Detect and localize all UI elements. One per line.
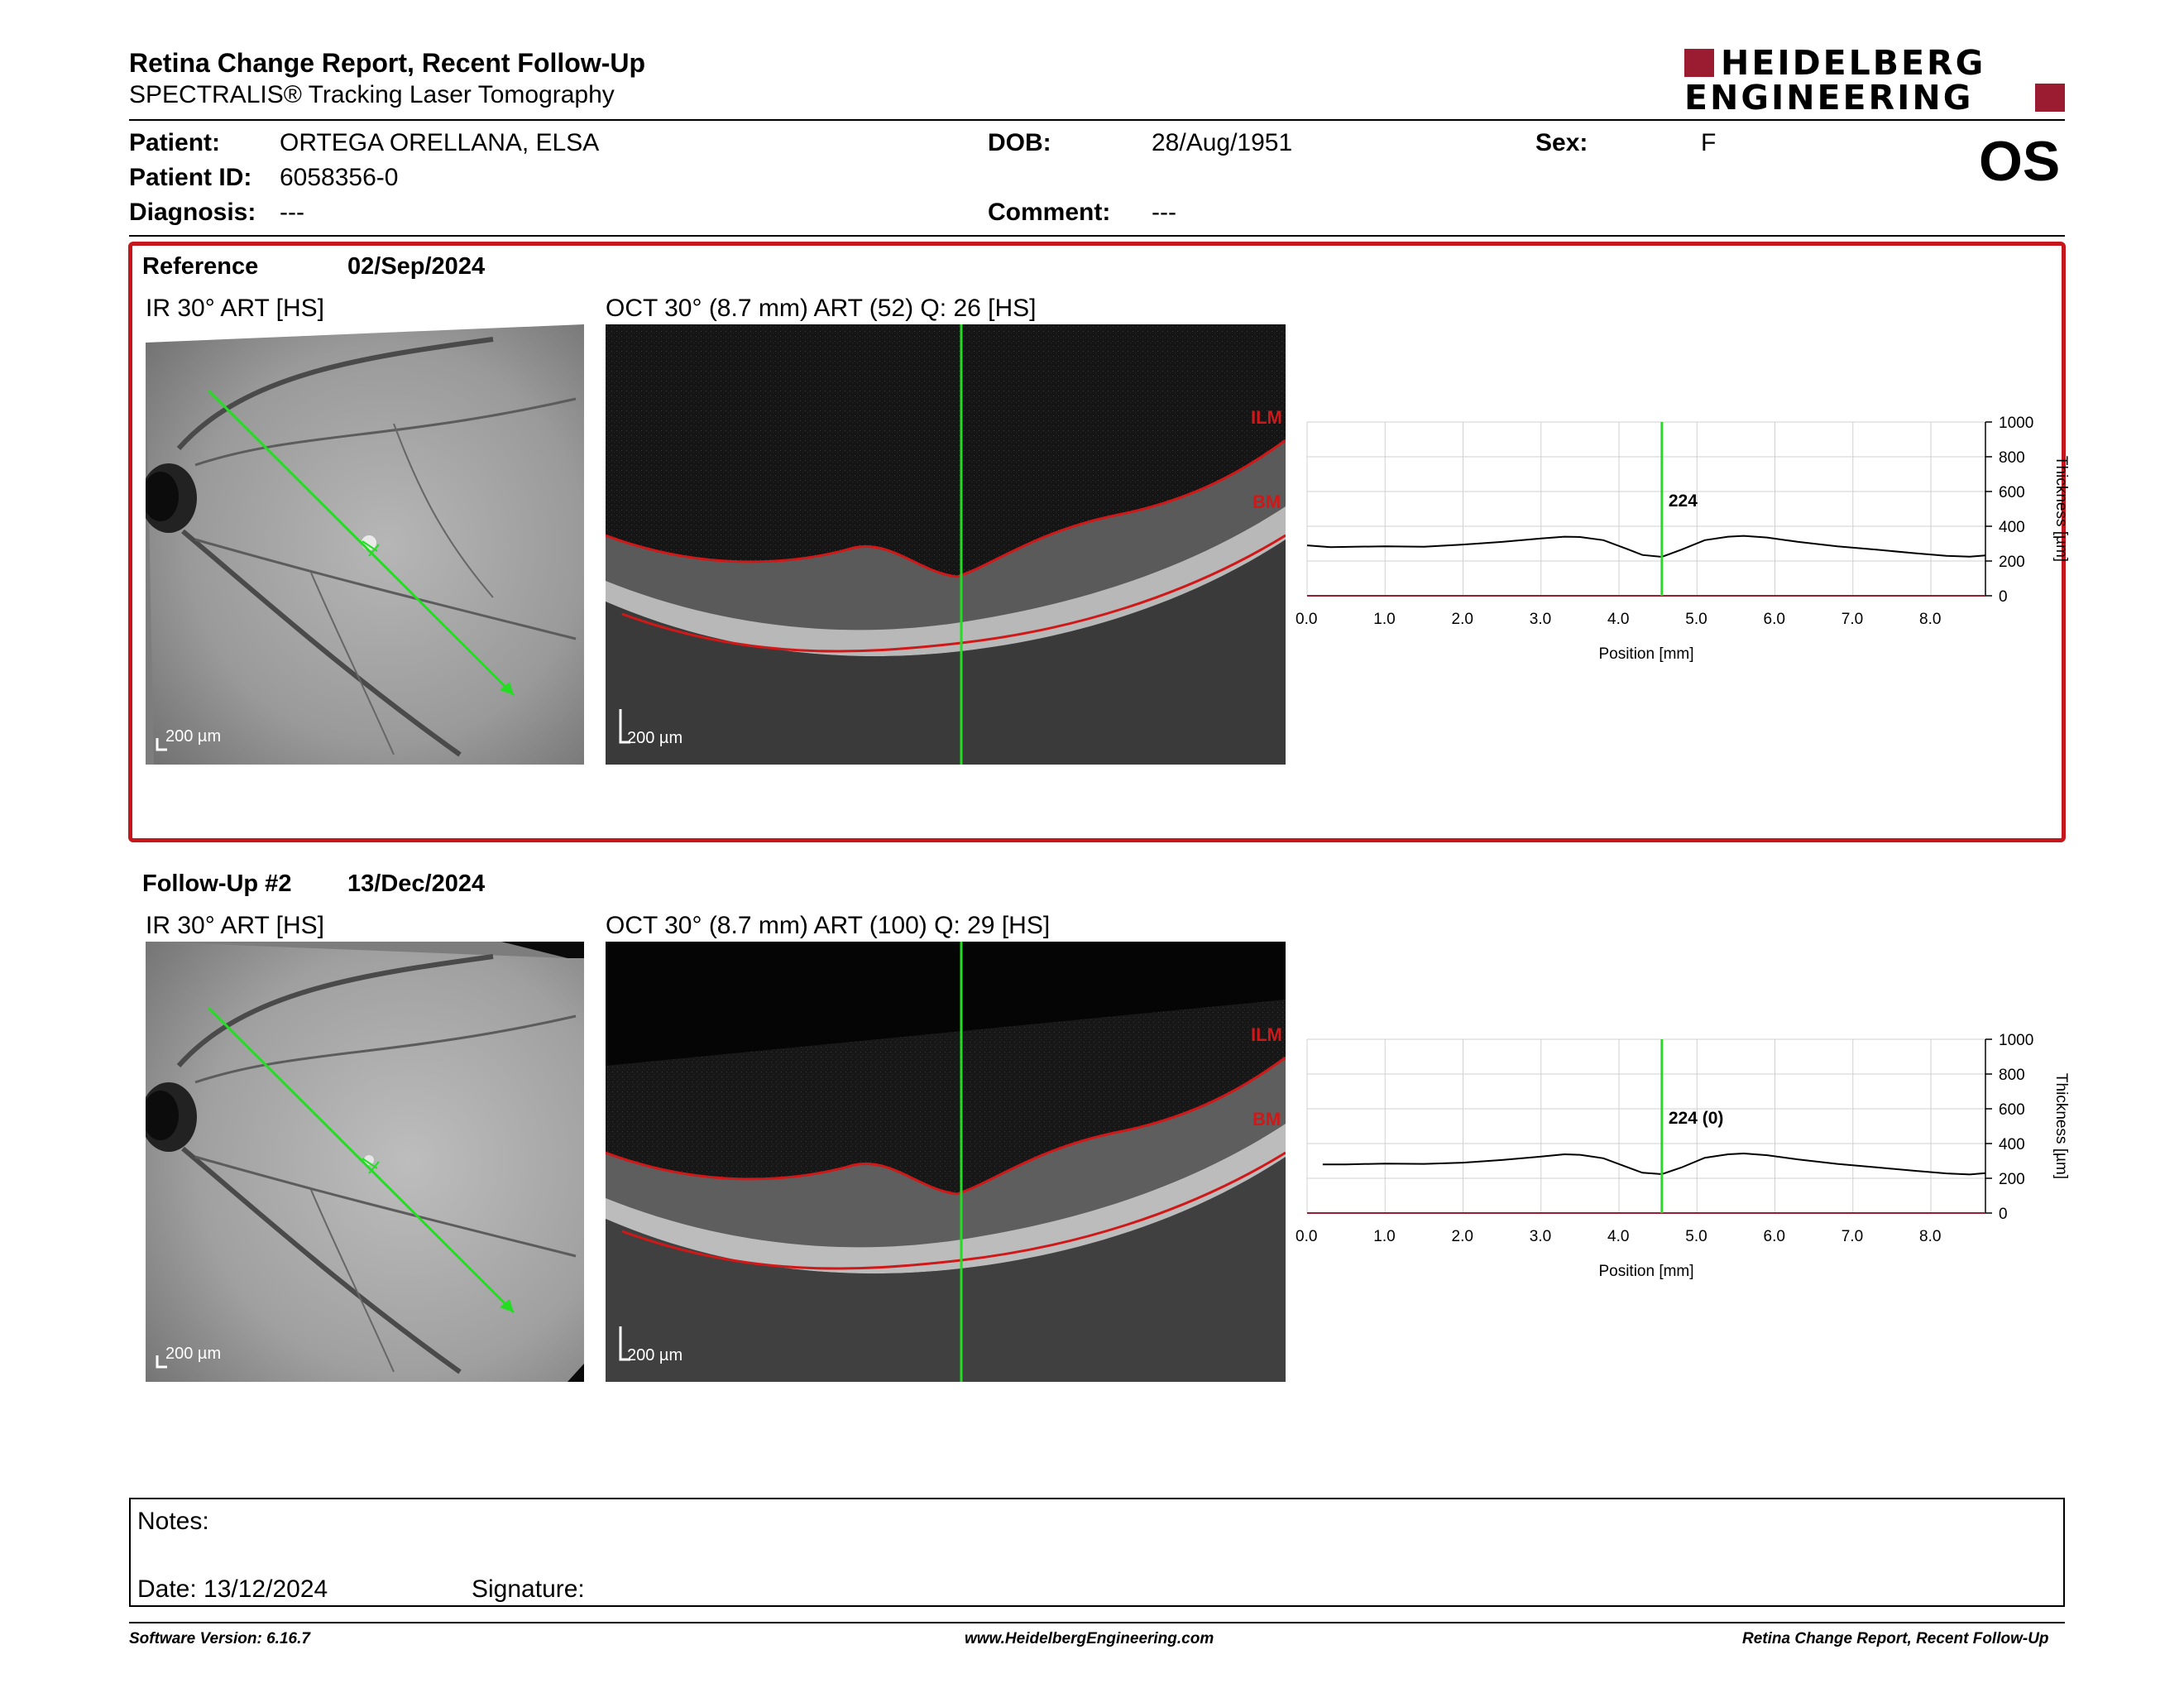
ilm-label: ILM	[1251, 407, 1282, 428]
followup-ir-label: IR 30° ART [HS]	[146, 912, 324, 939]
patient-id: 6058356-0	[280, 164, 399, 191]
followup-oct-scale: 200 µm	[627, 1346, 682, 1364]
x-tick-label: 1.0	[1373, 611, 1395, 628]
patient-id-label: Patient ID:	[129, 164, 252, 191]
reference-date: 02/Sep/2024	[347, 253, 486, 280]
followup-oct-label: OCT 30° (8.7 mm) ART (100) Q: 29 [HS]	[606, 912, 1051, 939]
notes-label: Notes:	[137, 1508, 209, 1535]
oct-bscan-graphic: ILM BM 200 µm	[606, 324, 1286, 765]
followup-ir-scale: 200 µm	[165, 1345, 221, 1363]
reference-oct-label: OCT 30° (8.7 mm) ART (52) Q: 26 [HS]	[606, 295, 1037, 322]
y-tick-label: 800	[1999, 449, 2025, 467]
y-tick-label: 1000	[1999, 415, 2033, 432]
x-tick-label: 0.0	[1296, 611, 1317, 628]
fundus-graphic: 200 µm	[146, 324, 584, 765]
report-subtitle: SPECTRALIS® Tracking Laser Tomography	[129, 81, 615, 108]
followup-thickness-chart: 0.0 1.0 2.0 3.0 4.0 5.0 6.0 7.0 8.0 0 200 400 600 800…	[1296, 1032, 2070, 1280]
dob-label: DOB:	[988, 129, 1051, 156]
thickness-profile-line	[1322, 1152, 1986, 1176]
y-tick-label: 200	[1999, 1171, 2025, 1188]
cursor-value-label: 224	[1669, 492, 1698, 511]
y-tick-label: 400	[1999, 519, 2025, 536]
footer-software-version: Software Version: 6.16.7	[129, 1630, 310, 1647]
logo-square-top	[1684, 49, 1714, 77]
header-divider	[129, 119, 2065, 121]
heidelberg-logo: HEIDELBERG ENGINEERING	[1684, 46, 2067, 116]
y-tick-label: 0	[1999, 588, 2008, 606]
followup-oct-image[interactable]: ILM BM 200 µm	[606, 942, 1286, 1382]
x-tick-label: 6.0	[1764, 1228, 1785, 1245]
footer-website-link[interactable]: www.HeidelbergEngineering.com	[965, 1630, 1214, 1647]
notes-box[interactable]: Notes: Date: 13/12/2024 Signature:	[129, 1498, 2065, 1607]
x-tick-label: 2.0	[1452, 1228, 1473, 1245]
x-tick-label: 4.0	[1607, 1228, 1629, 1245]
x-tick-label: 2.0	[1452, 611, 1473, 628]
x-tick-label: 8.0	[1919, 611, 1941, 628]
reference-heading: Reference	[142, 253, 259, 280]
reference-frame	[128, 242, 2066, 842]
x-axis-title: Position [mm]	[1598, 1263, 1693, 1280]
eye-laterality: OS	[1979, 130, 2061, 193]
x-tick-label: 0.0	[1296, 1228, 1317, 1245]
reference-oct-scale: 200 µm	[627, 729, 682, 747]
y-tick-label: 400	[1999, 1136, 2025, 1153]
followup-heading: Follow-Up #2	[142, 870, 292, 897]
bm-label: BM	[1252, 1109, 1281, 1129]
logo-text-line2: ENGINEERING	[1684, 78, 1974, 117]
sex-value: F	[1701, 129, 1717, 156]
diagnosis-value: ---	[280, 199, 304, 226]
oct-bscan-graphic: ILM BM 200 µm	[606, 942, 1286, 1382]
followup-ir-image[interactable]: 200 µm	[146, 942, 584, 1382]
x-tick-label: 5.0	[1685, 611, 1707, 628]
fundus-graphic: 200 µm	[146, 942, 584, 1382]
report-title: Retina Change Report, Recent Follow-Up	[129, 48, 646, 78]
x-tick-label: 7.0	[1842, 611, 1863, 628]
notes-signature-label: Signature:	[472, 1575, 585, 1603]
footer-divider	[129, 1622, 2065, 1623]
y-axis-title: Thickness [µm]	[2052, 456, 2070, 562]
y-tick-label: 0	[1999, 1206, 2008, 1223]
reference-ir-label: IR 30° ART [HS]	[146, 295, 324, 322]
diagnosis-label: Diagnosis:	[129, 199, 256, 226]
x-tick-label: 5.0	[1685, 1228, 1707, 1245]
reference-ir-scale: 200 µm	[165, 727, 221, 746]
x-tick-label: 3.0	[1530, 611, 1551, 628]
patient-label: Patient:	[129, 129, 221, 156]
sex-label: Sex:	[1535, 129, 1588, 156]
y-tick-label: 1000	[1999, 1032, 2033, 1049]
patient-name: ORTEGA ORELLANA, ELSA	[280, 129, 600, 156]
reference-oct-image[interactable]: ILM BM 200 µm	[606, 324, 1286, 765]
reference-thickness-chart: 0.0 1.0 2.0 3.0 4.0 5.0 6.0 7.0 8.0 0 200 400 600 800…	[1296, 415, 2070, 663]
thickness-profile-line	[1306, 535, 1986, 559]
logo-square-bottom	[2035, 84, 2065, 112]
y-tick-label: 200	[1999, 554, 2025, 571]
cursor-value-label: 224 (0)	[1669, 1109, 1724, 1128]
comment-value: ---	[1152, 199, 1176, 226]
followup-date: 13/Dec/2024	[347, 870, 486, 897]
y-tick-label: 800	[1999, 1067, 2025, 1084]
dob-value: 28/Aug/1951	[1152, 129, 1293, 156]
y-axis-title: Thickness [µm]	[2052, 1073, 2070, 1179]
ilm-label: ILM	[1251, 1024, 1282, 1045]
x-tick-label: 7.0	[1842, 1228, 1863, 1245]
reference-ir-image[interactable]: 200 µm	[146, 324, 584, 765]
x-tick-label: 8.0	[1919, 1228, 1941, 1245]
x-tick-label: 4.0	[1607, 611, 1629, 628]
y-tick-label: 600	[1999, 484, 2025, 501]
y-tick-label: 600	[1999, 1101, 2025, 1119]
footer-report-name: Retina Change Report, Recent Follow-Up	[1742, 1630, 2049, 1647]
x-tick-label: 1.0	[1373, 1228, 1395, 1245]
logo-text-line1: HEIDELBERG	[1721, 43, 1986, 83]
x-tick-label: 3.0	[1530, 1228, 1551, 1245]
patient-divider	[129, 235, 2065, 237]
comment-label: Comment:	[988, 199, 1111, 226]
bm-label: BM	[1252, 492, 1281, 512]
x-axis-title: Position [mm]	[1598, 645, 1693, 663]
notes-date: Date: 13/12/2024	[137, 1575, 328, 1603]
x-tick-label: 6.0	[1764, 611, 1785, 628]
